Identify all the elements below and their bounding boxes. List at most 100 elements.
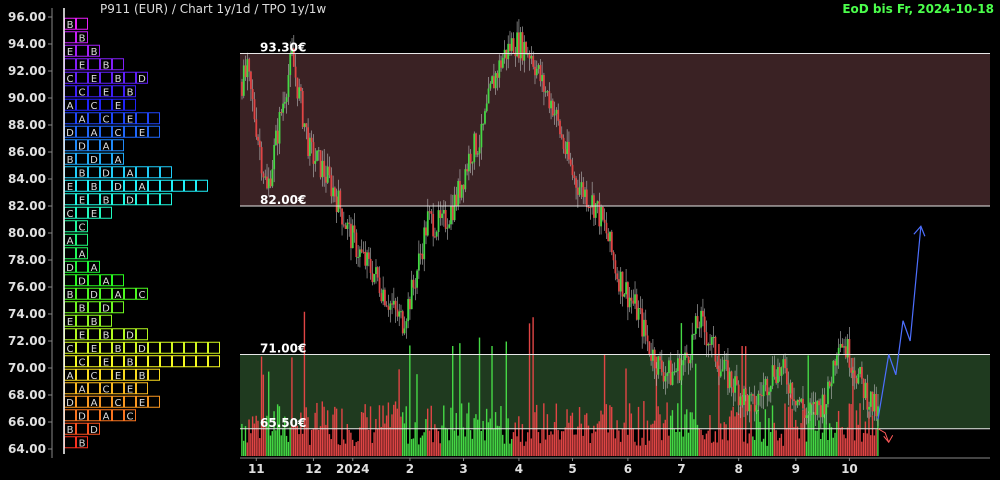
candle-body xyxy=(362,251,365,253)
tpo-letter: E xyxy=(91,74,97,85)
candle-body xyxy=(262,173,265,178)
level-label: 71.00€ xyxy=(260,342,306,356)
volume-bar xyxy=(684,414,686,456)
candle-body xyxy=(818,400,820,406)
candle-body xyxy=(850,367,853,373)
volume-bar xyxy=(652,423,654,456)
tpo-letter: E xyxy=(139,128,145,139)
tpo-cell xyxy=(100,409,112,422)
volume-bar xyxy=(646,420,649,456)
tpo-cell xyxy=(76,395,88,408)
candle-body xyxy=(410,279,413,310)
volume-bar xyxy=(307,417,309,456)
candle-body xyxy=(425,227,427,236)
candle-body xyxy=(403,328,406,334)
candle-body xyxy=(412,279,415,288)
tpo-cell xyxy=(196,355,208,368)
tpo-cell xyxy=(88,301,100,314)
tpo-letter: C xyxy=(67,74,74,85)
candle-body xyxy=(614,260,617,274)
candle-body xyxy=(450,206,452,225)
tpo-cell xyxy=(100,125,112,138)
volume-bar xyxy=(294,426,297,456)
volume-bar xyxy=(814,430,817,456)
volume-bar xyxy=(434,424,436,456)
tpo-letter: B xyxy=(91,182,98,193)
candle-body xyxy=(484,111,486,124)
volume-bar xyxy=(267,371,270,456)
candle-body xyxy=(251,89,254,100)
tpo-cell xyxy=(124,125,136,138)
tpo-cell xyxy=(100,112,112,125)
tpo-cell xyxy=(100,206,112,219)
volume-bar xyxy=(339,445,341,456)
volume-bar xyxy=(845,438,847,456)
tpo-cell xyxy=(112,341,124,354)
tpo-cell xyxy=(112,71,124,84)
volume-bar xyxy=(323,406,325,456)
tpo-cell xyxy=(76,31,88,44)
candle-body xyxy=(516,32,519,57)
tpo-letter: B xyxy=(103,60,110,71)
candle-body xyxy=(848,339,851,368)
candle-body xyxy=(671,371,674,385)
tpo-letter: D xyxy=(78,411,86,422)
candle-body xyxy=(673,371,676,373)
volume-bar xyxy=(557,430,559,456)
volume-bar xyxy=(696,424,699,456)
candle-body xyxy=(528,53,531,59)
candle-body xyxy=(666,373,669,377)
candle-body xyxy=(487,88,490,104)
candle-body xyxy=(748,395,751,412)
tpo-letter: B xyxy=(67,155,74,166)
tpo-cell xyxy=(124,368,136,381)
candle-body xyxy=(684,352,686,361)
x-axis: 11 12 2024 2 3 4 5 6 7 8 9 10 xyxy=(240,457,990,480)
volume-bar xyxy=(359,427,361,456)
volume-bar xyxy=(271,431,273,456)
candle-body xyxy=(453,194,456,221)
volume-bar xyxy=(648,440,650,456)
tpo-cell xyxy=(88,44,100,57)
volume-bar xyxy=(502,434,504,456)
tpo-profile: BB DD A CD A C EA C EA C E BC E BC E B DE B DE BB DB D A CD AD AA… xyxy=(63,8,220,454)
candle-body xyxy=(426,211,429,236)
volume-bar xyxy=(566,409,568,456)
volume-bar xyxy=(305,407,307,456)
candle-body xyxy=(587,206,590,208)
candle-body xyxy=(735,376,738,385)
tpo-cell xyxy=(76,436,88,449)
candle-body xyxy=(805,415,808,418)
volume-bar xyxy=(548,434,550,456)
candle-body xyxy=(764,378,767,386)
volume-bar xyxy=(428,430,431,456)
candle-body xyxy=(612,252,615,261)
candle-body xyxy=(578,187,581,195)
tpo-cell xyxy=(136,368,148,381)
volume-bar xyxy=(552,434,554,456)
candle-body xyxy=(741,396,744,406)
tpo-cell xyxy=(76,328,88,341)
candle-body xyxy=(828,381,831,387)
tpo-cell xyxy=(88,166,100,179)
tpo-cell xyxy=(148,112,160,125)
volume-bar xyxy=(589,442,591,456)
tpo-letter: B xyxy=(67,290,74,301)
candle-body xyxy=(518,32,520,59)
candle-body xyxy=(401,311,404,334)
volume-bar xyxy=(820,438,822,456)
candle-body xyxy=(255,119,258,137)
candle-body xyxy=(384,289,386,306)
candle-body xyxy=(357,256,360,258)
volume-bar xyxy=(559,439,561,456)
tpo-cell xyxy=(100,301,112,314)
volume-bar xyxy=(266,415,268,456)
candle-body xyxy=(500,60,502,68)
tpo-cell xyxy=(160,179,172,192)
volume-bar xyxy=(437,431,440,456)
volume-bar xyxy=(830,427,833,456)
candle-body xyxy=(660,360,663,373)
volume-bar xyxy=(582,435,584,456)
